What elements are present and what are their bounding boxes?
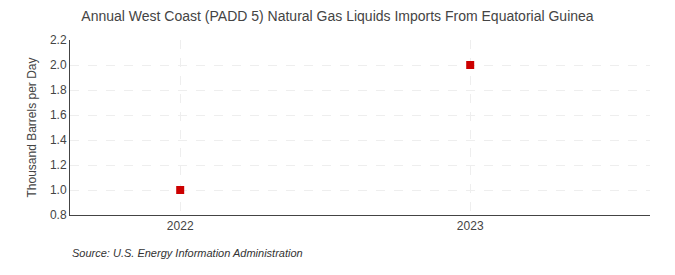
svg-text:1.4: 1.4 (50, 133, 67, 147)
svg-text:1.6: 1.6 (50, 108, 67, 122)
svg-text:1.2: 1.2 (50, 158, 67, 172)
svg-text:2023: 2023 (457, 219, 484, 233)
svg-text:Source: U.S. Energy Informatio: Source: U.S. Energy Information Administ… (72, 247, 303, 259)
svg-text:2.0: 2.0 (50, 58, 67, 72)
svg-text:2.2: 2.2 (50, 33, 67, 47)
svg-text:Thousand Barrels per Day: Thousand Barrels per Day (25, 57, 39, 197)
svg-text:Annual West Coast (PADD 5) Nat: Annual West Coast (PADD 5) Natural Gas L… (81, 8, 593, 24)
svg-text:1.0: 1.0 (50, 183, 67, 197)
svg-text:2022: 2022 (167, 219, 194, 233)
svg-text:1.8: 1.8 (50, 83, 67, 97)
svg-text:0.8: 0.8 (50, 208, 67, 222)
